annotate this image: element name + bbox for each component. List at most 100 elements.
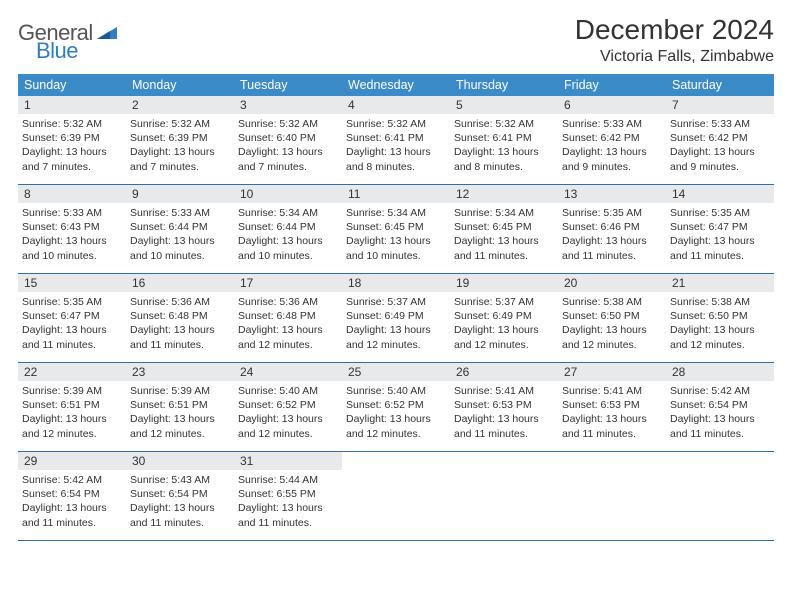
day-details: Sunrise: 5:41 AMSunset: 6:53 PMDaylight:… bbox=[562, 384, 662, 441]
day-details: Sunrise: 5:37 AMSunset: 6:49 PMDaylight:… bbox=[454, 295, 554, 352]
day-cell: 28Sunrise: 5:42 AMSunset: 6:54 PMDayligh… bbox=[666, 363, 774, 451]
logo-triangle-icon bbox=[97, 25, 117, 41]
day-details: Sunrise: 5:32 AMSunset: 6:41 PMDaylight:… bbox=[346, 117, 446, 174]
day-details: Sunrise: 5:38 AMSunset: 6:50 PMDaylight:… bbox=[670, 295, 770, 352]
day-details: Sunrise: 5:32 AMSunset: 6:41 PMDaylight:… bbox=[454, 117, 554, 174]
day-cell: 21 Sunrise: 5:38 AMSunset: 6:50 PMDayligh… bbox=[666, 274, 774, 362]
day-details: Sunrise: 5:36 AMSunset: 6:48 PMDaylight:… bbox=[238, 295, 338, 352]
day-cell: 25Sunrise: 5:40 AMSunset: 6:52 PMDayligh… bbox=[342, 363, 450, 451]
weekday-friday: Friday bbox=[558, 74, 666, 96]
logo-blue-line: Blue bbox=[36, 38, 78, 64]
day-number: 19 bbox=[450, 274, 558, 292]
day-number: 24 bbox=[234, 363, 342, 381]
day-details: Sunrise: 5:40 AMSunset: 6:52 PMDaylight:… bbox=[346, 384, 446, 441]
day-details: Sunrise: 5:42 AMSunset: 6:54 PMDaylight:… bbox=[670, 384, 770, 441]
day-details: Sunrise: 5:33 AMSunset: 6:44 PMDaylight:… bbox=[130, 206, 230, 263]
weekday-wednesday: Wednesday bbox=[342, 74, 450, 96]
header: General December 2024 Victoria Falls, Zi… bbox=[18, 14, 774, 66]
day-number: 29 bbox=[18, 452, 126, 470]
day-cell: 11 Sunrise: 5:34 AMSunset: 6:45 PMDayligh… bbox=[342, 185, 450, 273]
day-cell: 15Sunrise: 5:35 AMSunset: 6:47 PMDayligh… bbox=[18, 274, 126, 362]
day-details: Sunrise: 5:32 AMSunset: 6:39 PMDaylight:… bbox=[22, 117, 122, 174]
day-number: 4 bbox=[342, 96, 450, 114]
day-details: Sunrise: 5:39 AMSunset: 6:51 PMDaylight:… bbox=[130, 384, 230, 441]
day-cell: 13 Sunrise: 5:35 AMSunset: 6:46 PMDayligh… bbox=[558, 185, 666, 273]
day-number: 16 bbox=[126, 274, 234, 292]
day-number: 10 bbox=[234, 185, 342, 203]
day-details: Sunrise: 5:33 AMSunset: 6:43 PMDaylight:… bbox=[22, 206, 122, 263]
day-cell: 6Sunrise: 5:33 AMSunset: 6:42 PMDaylight… bbox=[558, 96, 666, 184]
day-cell: 22 Sunrise: 5:39 AMSunset: 6:51 PMDayligh… bbox=[18, 363, 126, 451]
day-cell: 31 Sunrise: 5:44 AMSunset: 6:55 PMDayligh… bbox=[234, 452, 342, 540]
weekday-sunday: Sunday bbox=[18, 74, 126, 96]
logo-text-blue: Blue bbox=[36, 38, 78, 63]
day-details: Sunrise: 5:34 AMSunset: 6:44 PMDaylight:… bbox=[238, 206, 338, 263]
day-details: Sunrise: 5:43 AMSunset: 6:54 PMDaylight:… bbox=[130, 473, 230, 530]
day-number: 22 bbox=[18, 363, 126, 381]
day-number: 30 bbox=[126, 452, 234, 470]
day-cell: 4 Sunrise: 5:32 AMSunset: 6:41 PMDaylight… bbox=[342, 96, 450, 184]
day-cell bbox=[342, 452, 450, 540]
day-details: Sunrise: 5:39 AMSunset: 6:51 PMDaylight:… bbox=[22, 384, 122, 441]
day-cell: 12Sunrise: 5:34 AMSunset: 6:45 PMDayligh… bbox=[450, 185, 558, 273]
weekday-thursday: Thursday bbox=[450, 74, 558, 96]
day-number: 1 bbox=[18, 96, 126, 114]
day-details: Sunrise: 5:34 AMSunset: 6:45 PMDaylight:… bbox=[346, 206, 446, 263]
day-cell: 16 Sunrise: 5:36 AMSunset: 6:48 PMDayligh… bbox=[126, 274, 234, 362]
day-number: 11 bbox=[342, 185, 450, 203]
day-cell: 18 Sunrise: 5:37 AMSunset: 6:49 PMDayligh… bbox=[342, 274, 450, 362]
week-row: 1Sunrise: 5:32 AMSunset: 6:39 PMDaylight… bbox=[18, 96, 774, 185]
day-number: 9 bbox=[126, 185, 234, 203]
day-number: 18 bbox=[342, 274, 450, 292]
week-row: 29Sunrise: 5:42 AMSunset: 6:54 PMDayligh… bbox=[18, 452, 774, 541]
day-number: 2 bbox=[126, 96, 234, 114]
day-cell: 26Sunrise: 5:41 AMSunset: 6:53 PMDayligh… bbox=[450, 363, 558, 451]
day-cell: 29Sunrise: 5:42 AMSunset: 6:54 PMDayligh… bbox=[18, 452, 126, 540]
weekday-header-row: SundayMondayTuesdayWednesdayThursdayFrid… bbox=[18, 74, 774, 96]
day-number: 31 bbox=[234, 452, 342, 470]
day-number: 3 bbox=[234, 96, 342, 114]
day-details: Sunrise: 5:32 AMSunset: 6:39 PMDaylight:… bbox=[130, 117, 230, 174]
day-cell bbox=[450, 452, 558, 540]
day-number: 8 bbox=[18, 185, 126, 203]
day-details: Sunrise: 5:35 AMSunset: 6:46 PMDaylight:… bbox=[562, 206, 662, 263]
weekday-monday: Monday bbox=[126, 74, 234, 96]
weekday-tuesday: Tuesday bbox=[234, 74, 342, 96]
day-details: Sunrise: 5:44 AMSunset: 6:55 PMDaylight:… bbox=[238, 473, 338, 530]
day-cell: 5 Sunrise: 5:32 AMSunset: 6:41 PMDaylight… bbox=[450, 96, 558, 184]
day-details: Sunrise: 5:36 AMSunset: 6:48 PMDaylight:… bbox=[130, 295, 230, 352]
day-details: Sunrise: 5:33 AMSunset: 6:42 PMDaylight:… bbox=[562, 117, 662, 174]
day-number: 14 bbox=[666, 185, 774, 203]
day-number: 13 bbox=[558, 185, 666, 203]
month-title: December 2024 bbox=[575, 14, 774, 46]
location: Victoria Falls, Zimbabwe bbox=[575, 48, 774, 66]
day-details: Sunrise: 5:37 AMSunset: 6:49 PMDaylight:… bbox=[346, 295, 446, 352]
week-row: 15Sunrise: 5:35 AMSunset: 6:47 PMDayligh… bbox=[18, 274, 774, 363]
day-cell: 1 Sunrise: 5:32 AMSunset: 6:39 PMDaylight… bbox=[18, 96, 126, 184]
day-details: Sunrise: 5:38 AMSunset: 6:50 PMDaylight:… bbox=[562, 295, 662, 352]
day-cell: 24Sunrise: 5:40 AMSunset: 6:52 PMDayligh… bbox=[234, 363, 342, 451]
day-number: 20 bbox=[558, 274, 666, 292]
day-cell: 14Sunrise: 5:35 AMSunset: 6:47 PMDayligh… bbox=[666, 185, 774, 273]
day-number: 15 bbox=[18, 274, 126, 292]
day-number: 21 bbox=[666, 274, 774, 292]
day-cell: 9 Sunrise: 5:33 AMSunset: 6:44 PMDaylight… bbox=[126, 185, 234, 273]
day-details: Sunrise: 5:32 AMSunset: 6:40 PMDaylight:… bbox=[238, 117, 338, 174]
day-cell bbox=[558, 452, 666, 540]
day-cell: 19 Sunrise: 5:37 AMSunset: 6:49 PMDayligh… bbox=[450, 274, 558, 362]
week-row: 22Sunrise: 5:39 AMSunset: 6:51 PMDayligh… bbox=[18, 363, 774, 452]
title-block: December 2024 Victoria Falls, Zimbabwe bbox=[575, 14, 774, 66]
day-cell: 2 Sunrise: 5:32 AMSunset: 6:39 PMDaylight… bbox=[126, 96, 234, 184]
calendar-page: General December 2024 Victoria Falls, Zi… bbox=[0, 0, 792, 551]
day-number: 27 bbox=[558, 363, 666, 381]
day-details: Sunrise: 5:33 AMSunset: 6:42 PMDaylight:… bbox=[670, 117, 770, 174]
day-number: 23 bbox=[126, 363, 234, 381]
day-number: 17 bbox=[234, 274, 342, 292]
day-cell: 7Sunrise: 5:33 AMSunset: 6:42 PMDaylight… bbox=[666, 96, 774, 184]
day-cell: 30 Sunrise: 5:43 AMSunset: 6:54 PMDayligh… bbox=[126, 452, 234, 540]
day-number: 5 bbox=[450, 96, 558, 114]
day-cell: 10 Sunrise: 5:34 AMSunset: 6:44 PMDayligh… bbox=[234, 185, 342, 273]
day-cell: 23 Sunrise: 5:39 AMSunset: 6:51 PMDayligh… bbox=[126, 363, 234, 451]
day-number: 12 bbox=[450, 185, 558, 203]
day-cell: 27 Sunrise: 5:41 AMSunset: 6:53 PMDayligh… bbox=[558, 363, 666, 451]
